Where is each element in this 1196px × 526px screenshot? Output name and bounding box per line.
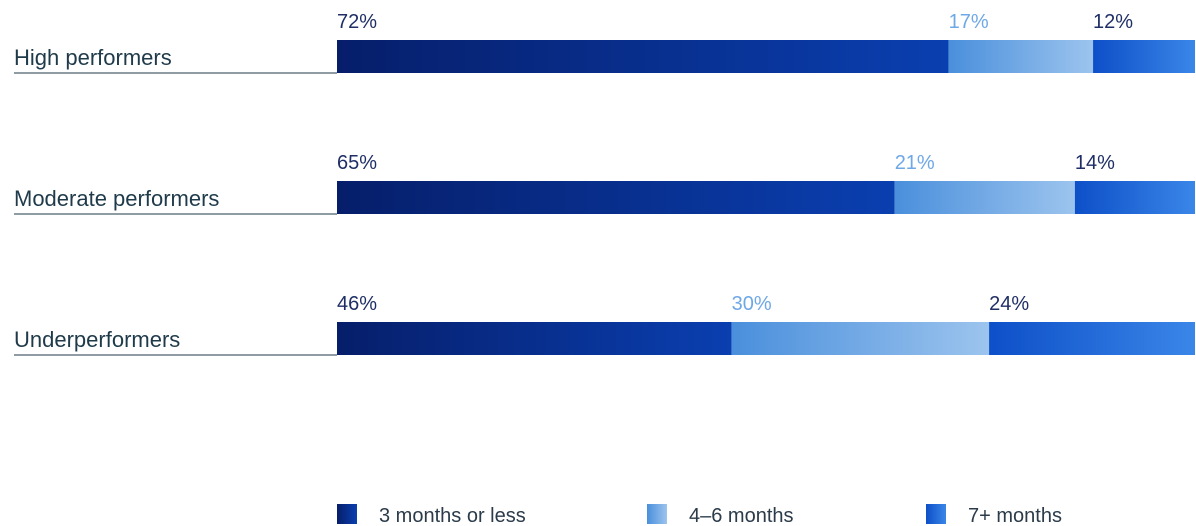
legend-label: 3 months or less	[379, 505, 526, 526]
category-label: Moderate performers	[14, 186, 219, 211]
bar-segment-2	[731, 322, 990, 355]
value-label: 72%	[337, 11, 377, 33]
bar-segment-1	[337, 322, 732, 355]
value-label: 65%	[337, 152, 377, 174]
legend-item: 7+ months	[926, 504, 1062, 526]
bar-segment-3	[1093, 40, 1195, 73]
bar-segment-2	[894, 181, 1075, 214]
legend-label: 4–6 months	[689, 505, 794, 526]
value-label: 46%	[337, 293, 377, 315]
value-label: 30%	[732, 293, 772, 315]
legend-label: 7+ months	[968, 505, 1062, 526]
bar-segment-3	[1074, 181, 1195, 214]
legend-item: 3 months or less	[337, 504, 526, 526]
value-label: 12%	[1093, 11, 1133, 33]
bar-segment-1	[337, 181, 895, 214]
bar-row: Underperformers 46% 30% 24%	[14, 293, 1195, 356]
legend-swatch	[337, 504, 357, 524]
legend-swatch	[926, 504, 946, 524]
legend: 3 months or less 4–6 months 7+ months	[337, 504, 1062, 526]
bar-segment-2	[948, 40, 1094, 73]
legend-swatch	[647, 504, 667, 524]
value-label: 21%	[895, 152, 935, 174]
value-label: 17%	[949, 11, 989, 33]
value-label: 14%	[1075, 152, 1115, 174]
value-label: 24%	[989, 293, 1029, 315]
category-label: Underperformers	[14, 327, 180, 352]
legend-item: 4–6 months	[647, 504, 794, 526]
bar-row: High performers 72% 17% 12%	[14, 11, 1195, 74]
bar-segment-3	[989, 322, 1195, 355]
bar-segment-1	[337, 40, 949, 73]
bar-row: Moderate performers 65% 21% 14%	[14, 152, 1195, 215]
category-label: High performers	[14, 45, 172, 70]
